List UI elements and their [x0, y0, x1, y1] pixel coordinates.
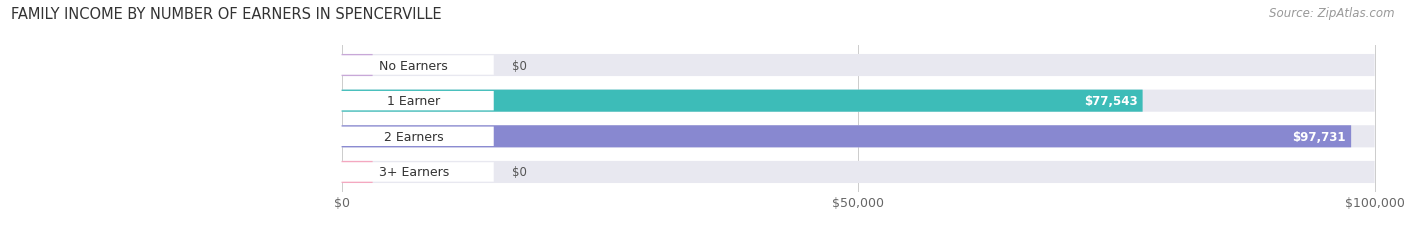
FancyBboxPatch shape	[342, 90, 1143, 112]
FancyBboxPatch shape	[342, 161, 373, 183]
Text: 3+ Earners: 3+ Earners	[378, 166, 449, 179]
Text: No Earners: No Earners	[380, 59, 449, 72]
FancyBboxPatch shape	[333, 127, 494, 146]
Text: $0: $0	[512, 166, 527, 179]
FancyBboxPatch shape	[333, 163, 494, 182]
FancyBboxPatch shape	[333, 91, 494, 111]
FancyBboxPatch shape	[342, 55, 373, 77]
Text: $0: $0	[512, 59, 527, 72]
Text: $77,543: $77,543	[1084, 95, 1137, 108]
Text: 2 Earners: 2 Earners	[384, 130, 443, 143]
Text: $97,731: $97,731	[1292, 130, 1346, 143]
FancyBboxPatch shape	[342, 161, 1375, 183]
Text: FAMILY INCOME BY NUMBER OF EARNERS IN SPENCERVILLE: FAMILY INCOME BY NUMBER OF EARNERS IN SP…	[11, 7, 441, 22]
FancyBboxPatch shape	[342, 55, 1375, 77]
FancyBboxPatch shape	[342, 90, 1375, 112]
FancyBboxPatch shape	[342, 126, 1375, 148]
FancyBboxPatch shape	[333, 56, 494, 75]
Text: Source: ZipAtlas.com: Source: ZipAtlas.com	[1270, 7, 1395, 20]
Text: 1 Earner: 1 Earner	[387, 95, 440, 108]
FancyBboxPatch shape	[342, 126, 1351, 148]
